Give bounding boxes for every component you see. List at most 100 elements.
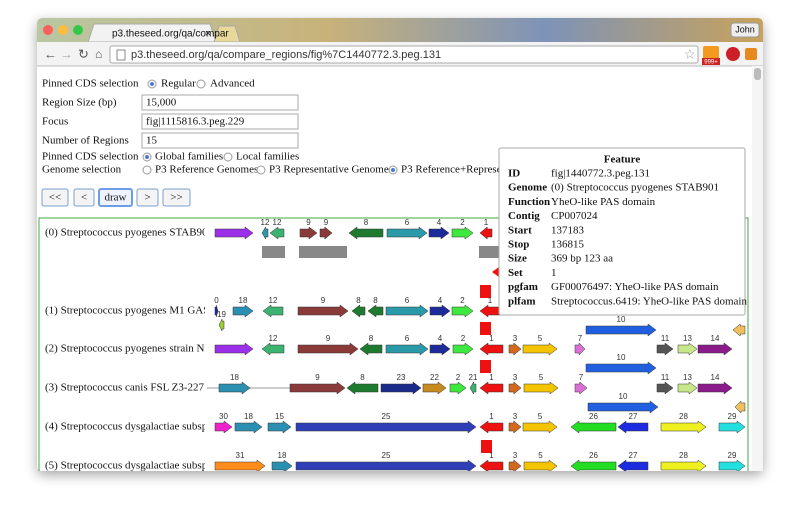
gene-arrow[interactable] (422, 381, 447, 395)
gene-arrow[interactable] (367, 304, 384, 318)
gene-arrow[interactable] (452, 342, 474, 356)
gene-arrow[interactable] (269, 226, 285, 240)
nav-button[interactable] (73, 188, 95, 207)
gene-arrow[interactable] (508, 420, 522, 434)
gene-arrow[interactable] (386, 226, 428, 240)
gene-arrow[interactable] (380, 381, 422, 395)
tab-close[interactable]: × (205, 29, 211, 40)
gene-arrow[interactable] (508, 459, 522, 472)
gene-arrow[interactable] (297, 304, 349, 318)
reload-button[interactable]: ↻ (78, 46, 89, 61)
gene-arrow[interactable] (660, 420, 707, 434)
gene-arrow[interactable] (697, 381, 733, 395)
gene-arrow[interactable] (677, 381, 698, 395)
gene-arrow[interactable] (734, 400, 746, 414)
gene-arrow[interactable] (677, 342, 698, 356)
nav-button[interactable] (41, 188, 69, 207)
gene-arrow[interactable] (449, 381, 467, 395)
gene-arrow[interactable] (214, 420, 233, 434)
gene-arrow[interactable] (660, 459, 707, 472)
gene-arrow[interactable] (289, 381, 346, 395)
back-button[interactable]: ← (44, 46, 57, 61)
home-button[interactable]: ⌂ (95, 47, 102, 61)
gene-arrow[interactable] (451, 304, 474, 318)
gene-arrow[interactable] (718, 459, 746, 472)
rss-icon[interactable] (703, 46, 719, 60)
gene-arrow[interactable] (479, 226, 493, 240)
gene-arrow[interactable] (385, 342, 429, 356)
gene-arrow[interactable] (697, 342, 733, 356)
gene-arrow[interactable] (522, 342, 558, 356)
radio-button[interactable] (256, 165, 266, 175)
nav-button[interactable] (98, 188, 133, 207)
radio-button[interactable] (142, 165, 152, 175)
gene-arrow[interactable] (218, 318, 225, 332)
gene-arrow[interactable] (428, 226, 450, 240)
gene-arrow[interactable] (570, 420, 617, 434)
menu-button[interactable] (745, 48, 757, 60)
gene-arrow[interactable] (295, 459, 477, 472)
address-bar[interactable] (109, 45, 699, 64)
gene-arrow[interactable] (479, 459, 504, 472)
scrollbar[interactable] (752, 66, 763, 471)
gene-arrow[interactable] (523, 459, 558, 472)
gene-arrow[interactable] (508, 381, 522, 395)
gene-arrow[interactable] (299, 226, 318, 240)
gene-arrow[interactable] (479, 381, 504, 395)
gene-arrow[interactable] (261, 226, 269, 240)
gene-arrow[interactable] (522, 420, 558, 434)
gene-arrow[interactable] (214, 304, 219, 318)
gene-arrow[interactable] (451, 226, 474, 240)
gene-arrow[interactable] (523, 381, 559, 395)
gene-arrow[interactable] (508, 342, 522, 356)
text-input[interactable] (141, 113, 299, 130)
gene-arrow[interactable] (617, 459, 649, 472)
gene-arrow[interactable] (570, 459, 617, 472)
gene-arrow[interactable] (469, 381, 477, 395)
gene-arrow[interactable] (359, 342, 383, 356)
gene-arrow[interactable] (617, 420, 649, 434)
gene-arrow[interactable] (656, 342, 674, 356)
gene-arrow[interactable] (297, 342, 359, 356)
gene-arrow[interactable] (479, 304, 501, 318)
gene-arrow[interactable] (479, 342, 504, 356)
gene-arrow[interactable] (585, 361, 657, 375)
gene-arrow[interactable] (214, 459, 266, 472)
zoom-button[interactable] (73, 25, 83, 35)
gene-arrow[interactable] (429, 342, 451, 356)
forward-button[interactable]: → (60, 46, 73, 61)
gene-arrow[interactable] (214, 342, 254, 356)
radio-button[interactable] (223, 152, 233, 162)
user-button[interactable] (730, 22, 760, 38)
bookmark-star[interactable]: ☆ (684, 46, 696, 61)
text-input[interactable] (141, 94, 299, 111)
gene-arrow[interactable] (232, 304, 254, 318)
gene-arrow[interactable] (574, 381, 588, 395)
minimize-button[interactable] (58, 25, 68, 35)
gene-arrow[interactable] (295, 420, 477, 434)
nav-button[interactable] (162, 188, 191, 207)
gene-arrow[interactable] (271, 459, 293, 472)
text-input[interactable] (141, 132, 299, 149)
gene-arrow[interactable] (214, 226, 254, 240)
gene-arrow[interactable] (574, 342, 586, 356)
gene-arrow[interactable] (218, 381, 251, 395)
gene-arrow[interactable] (585, 323, 657, 337)
gene-arrow[interactable] (429, 304, 451, 318)
gene-arrow[interactable] (479, 420, 504, 434)
gene-arrow[interactable] (385, 304, 429, 318)
gene-arrow[interactable] (262, 304, 284, 318)
gene-arrow[interactable] (348, 226, 384, 240)
gene-arrow[interactable] (234, 420, 263, 434)
gene-arrow[interactable] (718, 420, 746, 434)
gene-arrow[interactable] (587, 400, 659, 414)
radio-button[interactable] (196, 79, 206, 89)
gene-arrow[interactable] (346, 381, 379, 395)
gene-arrow[interactable] (656, 381, 674, 395)
pinterest-icon[interactable] (726, 47, 740, 61)
gene-arrow[interactable] (267, 420, 292, 434)
gene-arrow[interactable] (261, 342, 285, 356)
gene-arrow[interactable] (351, 304, 366, 318)
gene-arrow[interactable] (319, 226, 333, 240)
scroll-thumb[interactable] (754, 68, 761, 80)
